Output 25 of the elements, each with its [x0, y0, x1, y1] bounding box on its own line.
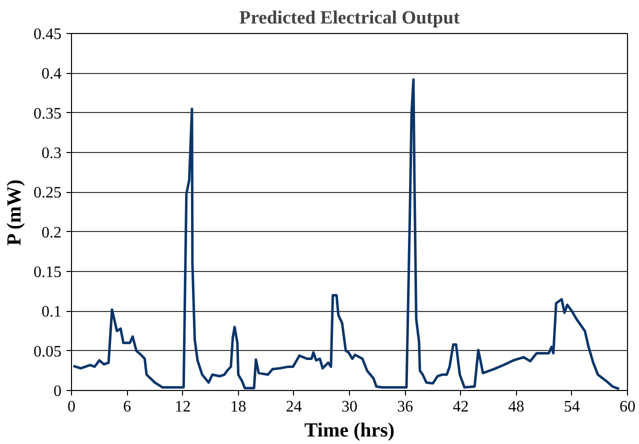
y-tick-label: 0.2	[42, 224, 62, 242]
x-tick-label: 48	[508, 398, 524, 416]
x-tick-label: 18	[230, 398, 246, 416]
chart-title: Predicted Electrical Output	[239, 8, 460, 28]
y-tick-label: 0.05	[34, 343, 62, 360]
y-tick-label: 0.45	[34, 26, 62, 43]
y-tick-label: 0.3	[42, 145, 62, 162]
y-tick-label: 0	[54, 383, 62, 400]
x-tick-label: 0	[68, 398, 76, 416]
x-axis-title: Time (hrs)	[304, 420, 395, 442]
line-series	[72, 78, 620, 390]
x-tick-label: 36	[397, 398, 414, 416]
y-tick-label: 0.25	[34, 184, 62, 202]
x-tick-label: 60	[620, 398, 636, 416]
x-tick-label: 12	[174, 398, 191, 416]
y-tick-label: 0.1	[42, 304, 62, 321]
x-tick-label: 42	[452, 398, 469, 416]
x-tick-label: 54	[564, 398, 580, 416]
x-tick-label: 24	[286, 398, 302, 416]
x-tick-label: 30	[342, 398, 358, 416]
y-tick-label: 0.15	[34, 264, 62, 281]
x-tick-label: 6	[123, 398, 132, 416]
y-tick-label: 0.35	[34, 105, 62, 122]
y-axis-title: P (mW)	[4, 180, 26, 246]
y-tick-label: 0.4	[42, 66, 62, 83]
